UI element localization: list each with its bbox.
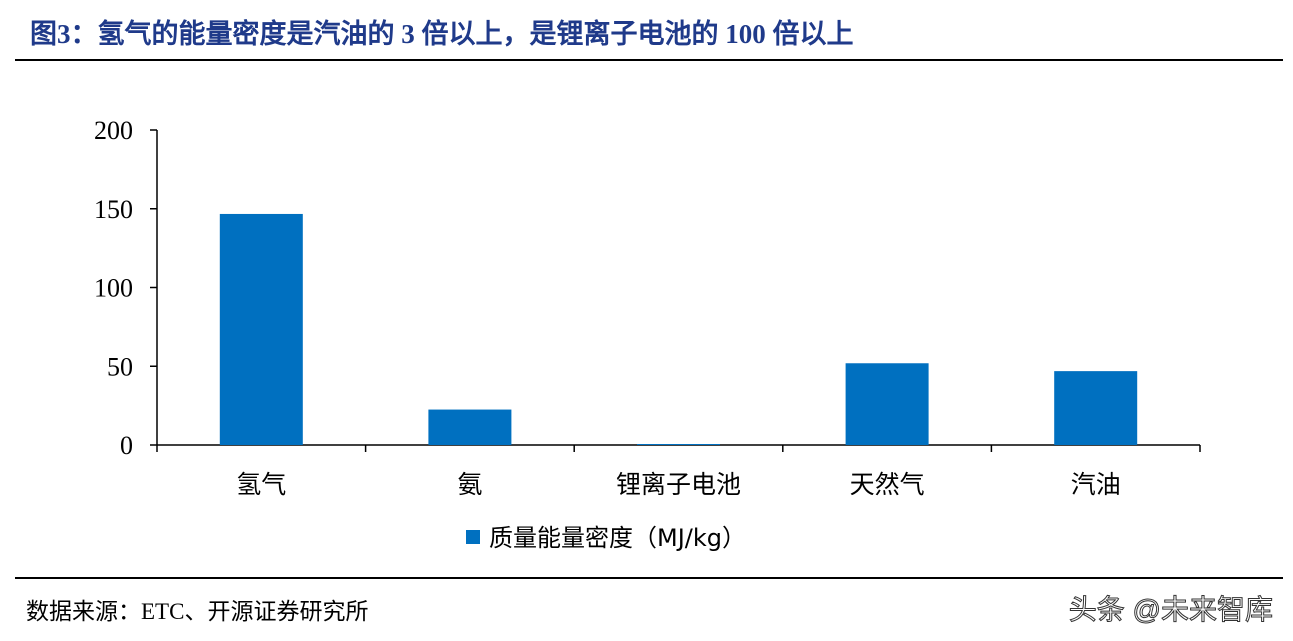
y-tick-label: 100 <box>94 274 133 303</box>
bar-3 <box>637 444 720 445</box>
title-divider <box>15 59 1283 61</box>
x-tick-label: 天然气 <box>850 470 925 499</box>
watermark: 头条 @未来智库 <box>1068 594 1273 626</box>
y-tick-label: 0 <box>120 431 133 460</box>
chart-title: 图3：氢气的能量密度是汽油的 3 倍以上，是锂离子电池的 100 倍以上 <box>30 19 854 49</box>
legend-swatch <box>466 530 480 544</box>
legend-label: 质量能量密度（MJ/kg） <box>489 524 746 552</box>
x-tick-label: 汽油 <box>1071 470 1121 499</box>
source-note: 数据来源：ETC、开源证券研究所 <box>26 599 369 624</box>
footer-divider <box>15 577 1283 579</box>
bar-1 <box>219 213 303 445</box>
y-tick-label: 200 <box>94 116 133 145</box>
y-tick-label: 50 <box>107 352 133 381</box>
x-tick-label: 氨 <box>457 470 482 499</box>
x-tick-label: 锂离子电池 <box>616 470 741 499</box>
bar-4 <box>845 363 929 445</box>
bar-5 <box>1054 371 1138 445</box>
y-tick-label: 150 <box>94 195 133 224</box>
bar-2 <box>428 409 512 445</box>
x-tick-label: 氢气 <box>236 470 286 499</box>
